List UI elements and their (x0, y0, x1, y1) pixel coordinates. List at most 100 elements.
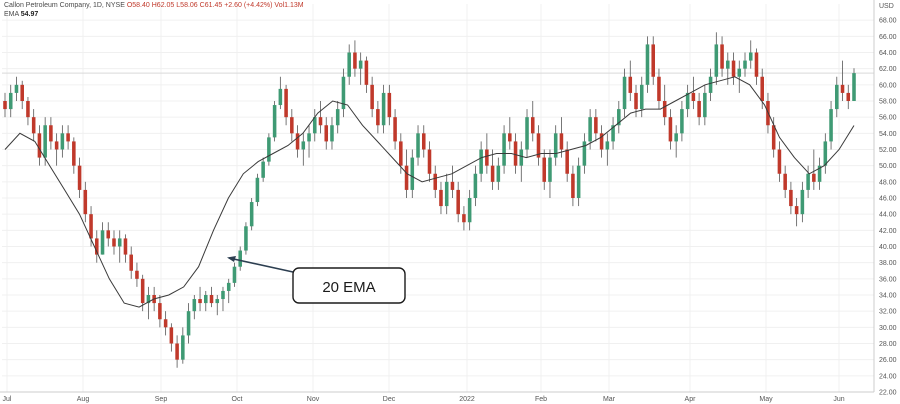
time-tick-label: Apr (685, 396, 697, 403)
candle-up (473, 173, 478, 198)
candle-down (662, 101, 667, 118)
candle-up (737, 68, 742, 77)
open-value: O58.40 (126, 2, 150, 9)
change-value: +2.60 (+4.42%) (224, 2, 273, 9)
price-tick-label: 30.00 (879, 325, 897, 332)
price-tick-label: 56.00 (879, 115, 897, 122)
candle-up (203, 295, 208, 304)
candle-down (542, 157, 547, 182)
candle-down (284, 88, 288, 118)
candle-down (290, 117, 294, 134)
candle-up (714, 44, 719, 77)
time-tick-label: 2022 (459, 396, 475, 403)
candle-down (490, 165, 495, 182)
candle-up (255, 177, 260, 203)
candle-down (163, 319, 168, 328)
candle-up (347, 52, 351, 77)
candle-up (703, 92, 707, 118)
candle-up (381, 92, 386, 126)
candle-up (312, 117, 317, 134)
candle-down (657, 76, 661, 101)
candle-up (467, 198, 472, 223)
candle-up (479, 149, 483, 174)
price-tick-label: 26.00 (879, 357, 897, 364)
candle-down (697, 101, 701, 118)
grid (2, 4, 874, 393)
candle-up (100, 230, 105, 255)
candle-down (720, 44, 724, 69)
candle-up (496, 165, 501, 182)
candle-down (112, 238, 116, 247)
price-tick-label: 68.00 (879, 18, 897, 25)
time-tick-label: Aug (77, 396, 90, 403)
candle-down (450, 181, 455, 190)
price-tick-label: 42.00 (879, 228, 897, 235)
price-tick-label: 64.00 (879, 50, 897, 57)
candle-down (140, 278, 145, 304)
candle-up (576, 165, 581, 198)
candle-down (846, 92, 851, 101)
candle-up (829, 109, 833, 142)
price-tick-label: 66.00 (879, 34, 897, 41)
candle-up (192, 299, 197, 312)
candle-down (129, 254, 133, 271)
price-tick-label: 52.00 (879, 147, 897, 154)
candle-up (186, 311, 191, 336)
candle-up (272, 105, 277, 138)
price-tick-label: 50.00 (879, 163, 897, 170)
candle-down (49, 125, 53, 142)
time-tick-label: Mar (603, 396, 616, 403)
candle-down (89, 214, 93, 239)
candle-down (324, 125, 329, 142)
candle-up (226, 282, 231, 291)
high-value: H62.05 (151, 2, 175, 9)
candle-up (800, 189, 805, 215)
price-tick-label: 60.00 (879, 82, 897, 89)
candle-up (146, 295, 151, 304)
candle-up (680, 109, 684, 134)
candle-up (622, 76, 627, 110)
candle-down (812, 173, 816, 182)
candle-down (513, 141, 518, 166)
candle-up (525, 117, 529, 150)
candle-up (278, 88, 283, 106)
candle-down (3, 101, 7, 110)
candle-down (353, 52, 357, 69)
candle-up (232, 266, 237, 283)
candle-up (14, 84, 19, 93)
candle-down (777, 149, 782, 174)
candle-down (370, 84, 374, 110)
candle-up (117, 238, 122, 247)
time-tick-label: Nov (307, 396, 320, 403)
candle-up (335, 109, 340, 126)
callout-arrow-head-icon (227, 256, 236, 262)
candle-down (462, 214, 466, 223)
candle-down (95, 238, 99, 255)
time-tick-label: Jul (3, 396, 12, 403)
candle-down (364, 60, 369, 85)
candle-down (599, 133, 604, 150)
time-tick-label: Jun (833, 396, 844, 403)
time-tick-label: May (759, 396, 773, 403)
candle-down (439, 189, 443, 207)
price-tick-label: 22.00 (879, 390, 897, 397)
candle-down (106, 230, 111, 239)
candle-down (731, 60, 736, 77)
candle-up (708, 76, 713, 93)
candle-down (399, 141, 403, 166)
candle-down (536, 133, 541, 158)
candle-up (330, 125, 334, 142)
candle-up (215, 299, 220, 304)
candle-up (852, 73, 856, 101)
candle-down (123, 238, 128, 255)
candle-down (77, 165, 82, 190)
candle-up (8, 92, 13, 110)
candle-up (416, 133, 420, 158)
candle-up (605, 141, 610, 150)
indicator-legend: EMA 54.97 (4, 11, 38, 18)
candle-down (634, 92, 638, 110)
candle-up (301, 141, 306, 150)
chart-header: Callon Petroleum Company, 1D, NYSE O58.4… (4, 2, 304, 9)
